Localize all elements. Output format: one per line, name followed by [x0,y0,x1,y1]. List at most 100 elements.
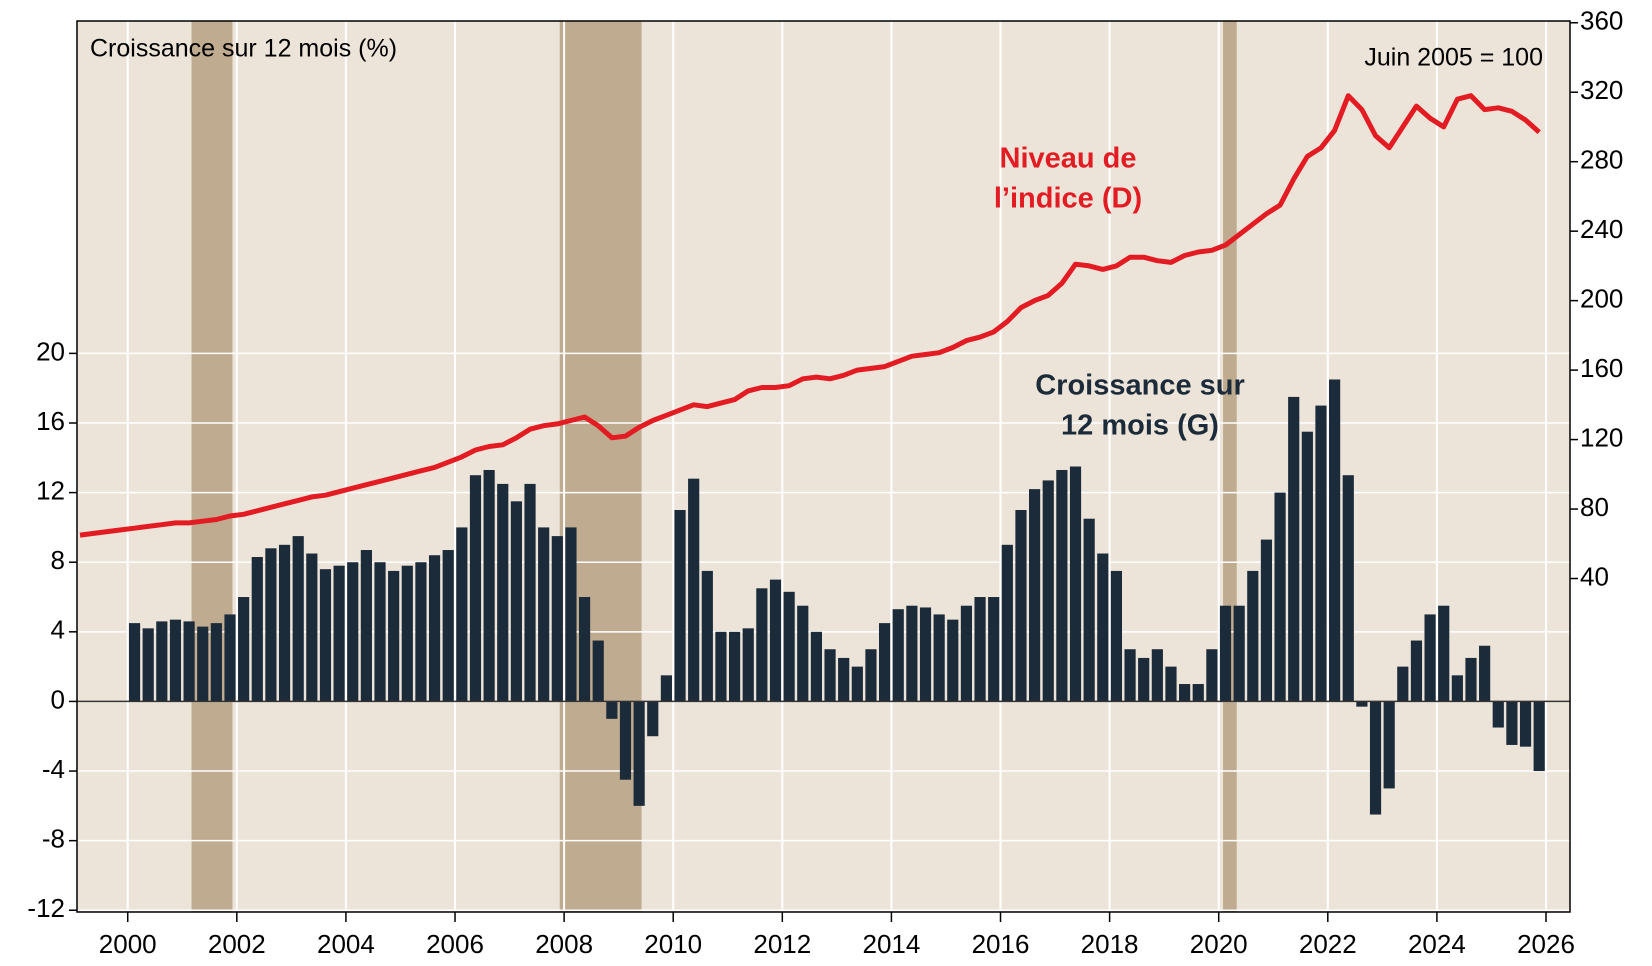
bar [1151,649,1163,702]
bar [688,478,700,702]
bar [1274,492,1286,702]
annotation: Niveau de [1000,143,1137,175]
x-tick-label: 2016 [972,929,1030,959]
bar [456,527,468,702]
bar [210,623,222,702]
bar [715,631,727,702]
bar [169,619,182,702]
bar [183,621,195,702]
bar [1110,570,1123,702]
bar [1397,666,1409,702]
bar [879,623,891,702]
bar [865,649,877,702]
x-tick-label: 2002 [208,929,266,959]
bar [1138,657,1150,702]
y-tick-label: -8 [42,824,65,854]
bar [292,536,304,702]
bar [1029,489,1041,702]
bar [960,605,973,702]
bar [483,469,495,702]
bar [388,570,400,702]
bar [1329,379,1341,702]
bar [974,597,986,702]
bar [919,607,932,702]
bar [128,623,141,702]
recession-band [1223,21,1237,912]
y2-tick-label: 240 [1580,214,1623,244]
bar [415,562,427,702]
bar [538,527,550,702]
y2-tick-label: 40 [1580,561,1609,591]
bar [1179,684,1191,702]
index-line [79,93,1541,538]
bar [906,605,918,702]
bar [551,536,563,702]
bar [347,562,359,702]
bar [756,588,768,702]
bar [224,614,236,702]
bar [306,553,318,702]
annotation: 12 mois (G) [1061,410,1219,442]
x-tick-label: 2018 [1081,929,1139,959]
bar [1301,431,1313,702]
bar [1492,701,1504,728]
bar [647,701,659,737]
bar [1451,675,1463,702]
y-tick-label: -12 [27,893,65,923]
bar [238,597,250,702]
bar [674,510,686,702]
y2-tick-label: 360 [1580,6,1623,36]
x-tick-label: 2014 [862,929,920,959]
bar [1083,518,1095,702]
bar [333,565,345,702]
bar [401,565,413,702]
y2-tick-label: 80 [1580,492,1609,522]
bar [701,570,713,702]
bar [851,666,863,702]
y2-axis-label: Juin 2005 = 100 [1364,44,1543,72]
bar [565,527,577,702]
bar [1533,701,1545,772]
bar [1056,469,1068,702]
bar [838,657,850,702]
x-tick-label: 2010 [644,929,702,959]
bar [1069,466,1082,702]
bar [619,701,632,780]
bar [1206,649,1218,702]
bar [606,701,618,719]
bar [660,675,672,702]
bar [497,483,509,702]
bar [1383,701,1395,789]
bar [1097,553,1109,702]
bar [578,597,591,702]
bar [933,614,945,702]
bar [442,550,454,702]
annotation: l’indice (D) [994,183,1142,215]
y-tick-label: 8 [51,545,65,575]
bar [156,621,168,702]
bar [142,628,154,702]
plot-frame [76,20,1571,913]
bar [360,550,372,702]
plot-background [77,21,1570,912]
bar [892,609,904,702]
bar [1506,701,1518,745]
bar [1001,544,1013,702]
bar [1192,684,1204,702]
bar [1342,475,1354,702]
x-tick-label: 2024 [1408,929,1466,959]
bar [265,548,277,702]
bar [251,556,263,702]
bar [469,475,482,702]
bar [510,501,522,702]
bar [1015,510,1027,702]
x-tick-label: 2022 [1299,929,1357,959]
bar [1410,640,1423,702]
bar [824,649,836,702]
y-tick-label: -4 [42,754,65,784]
x-tick-label: 2008 [535,929,593,959]
x-tick-label: 2000 [99,929,157,959]
bar [1315,405,1327,702]
x-tick-label: 2026 [1517,929,1575,959]
